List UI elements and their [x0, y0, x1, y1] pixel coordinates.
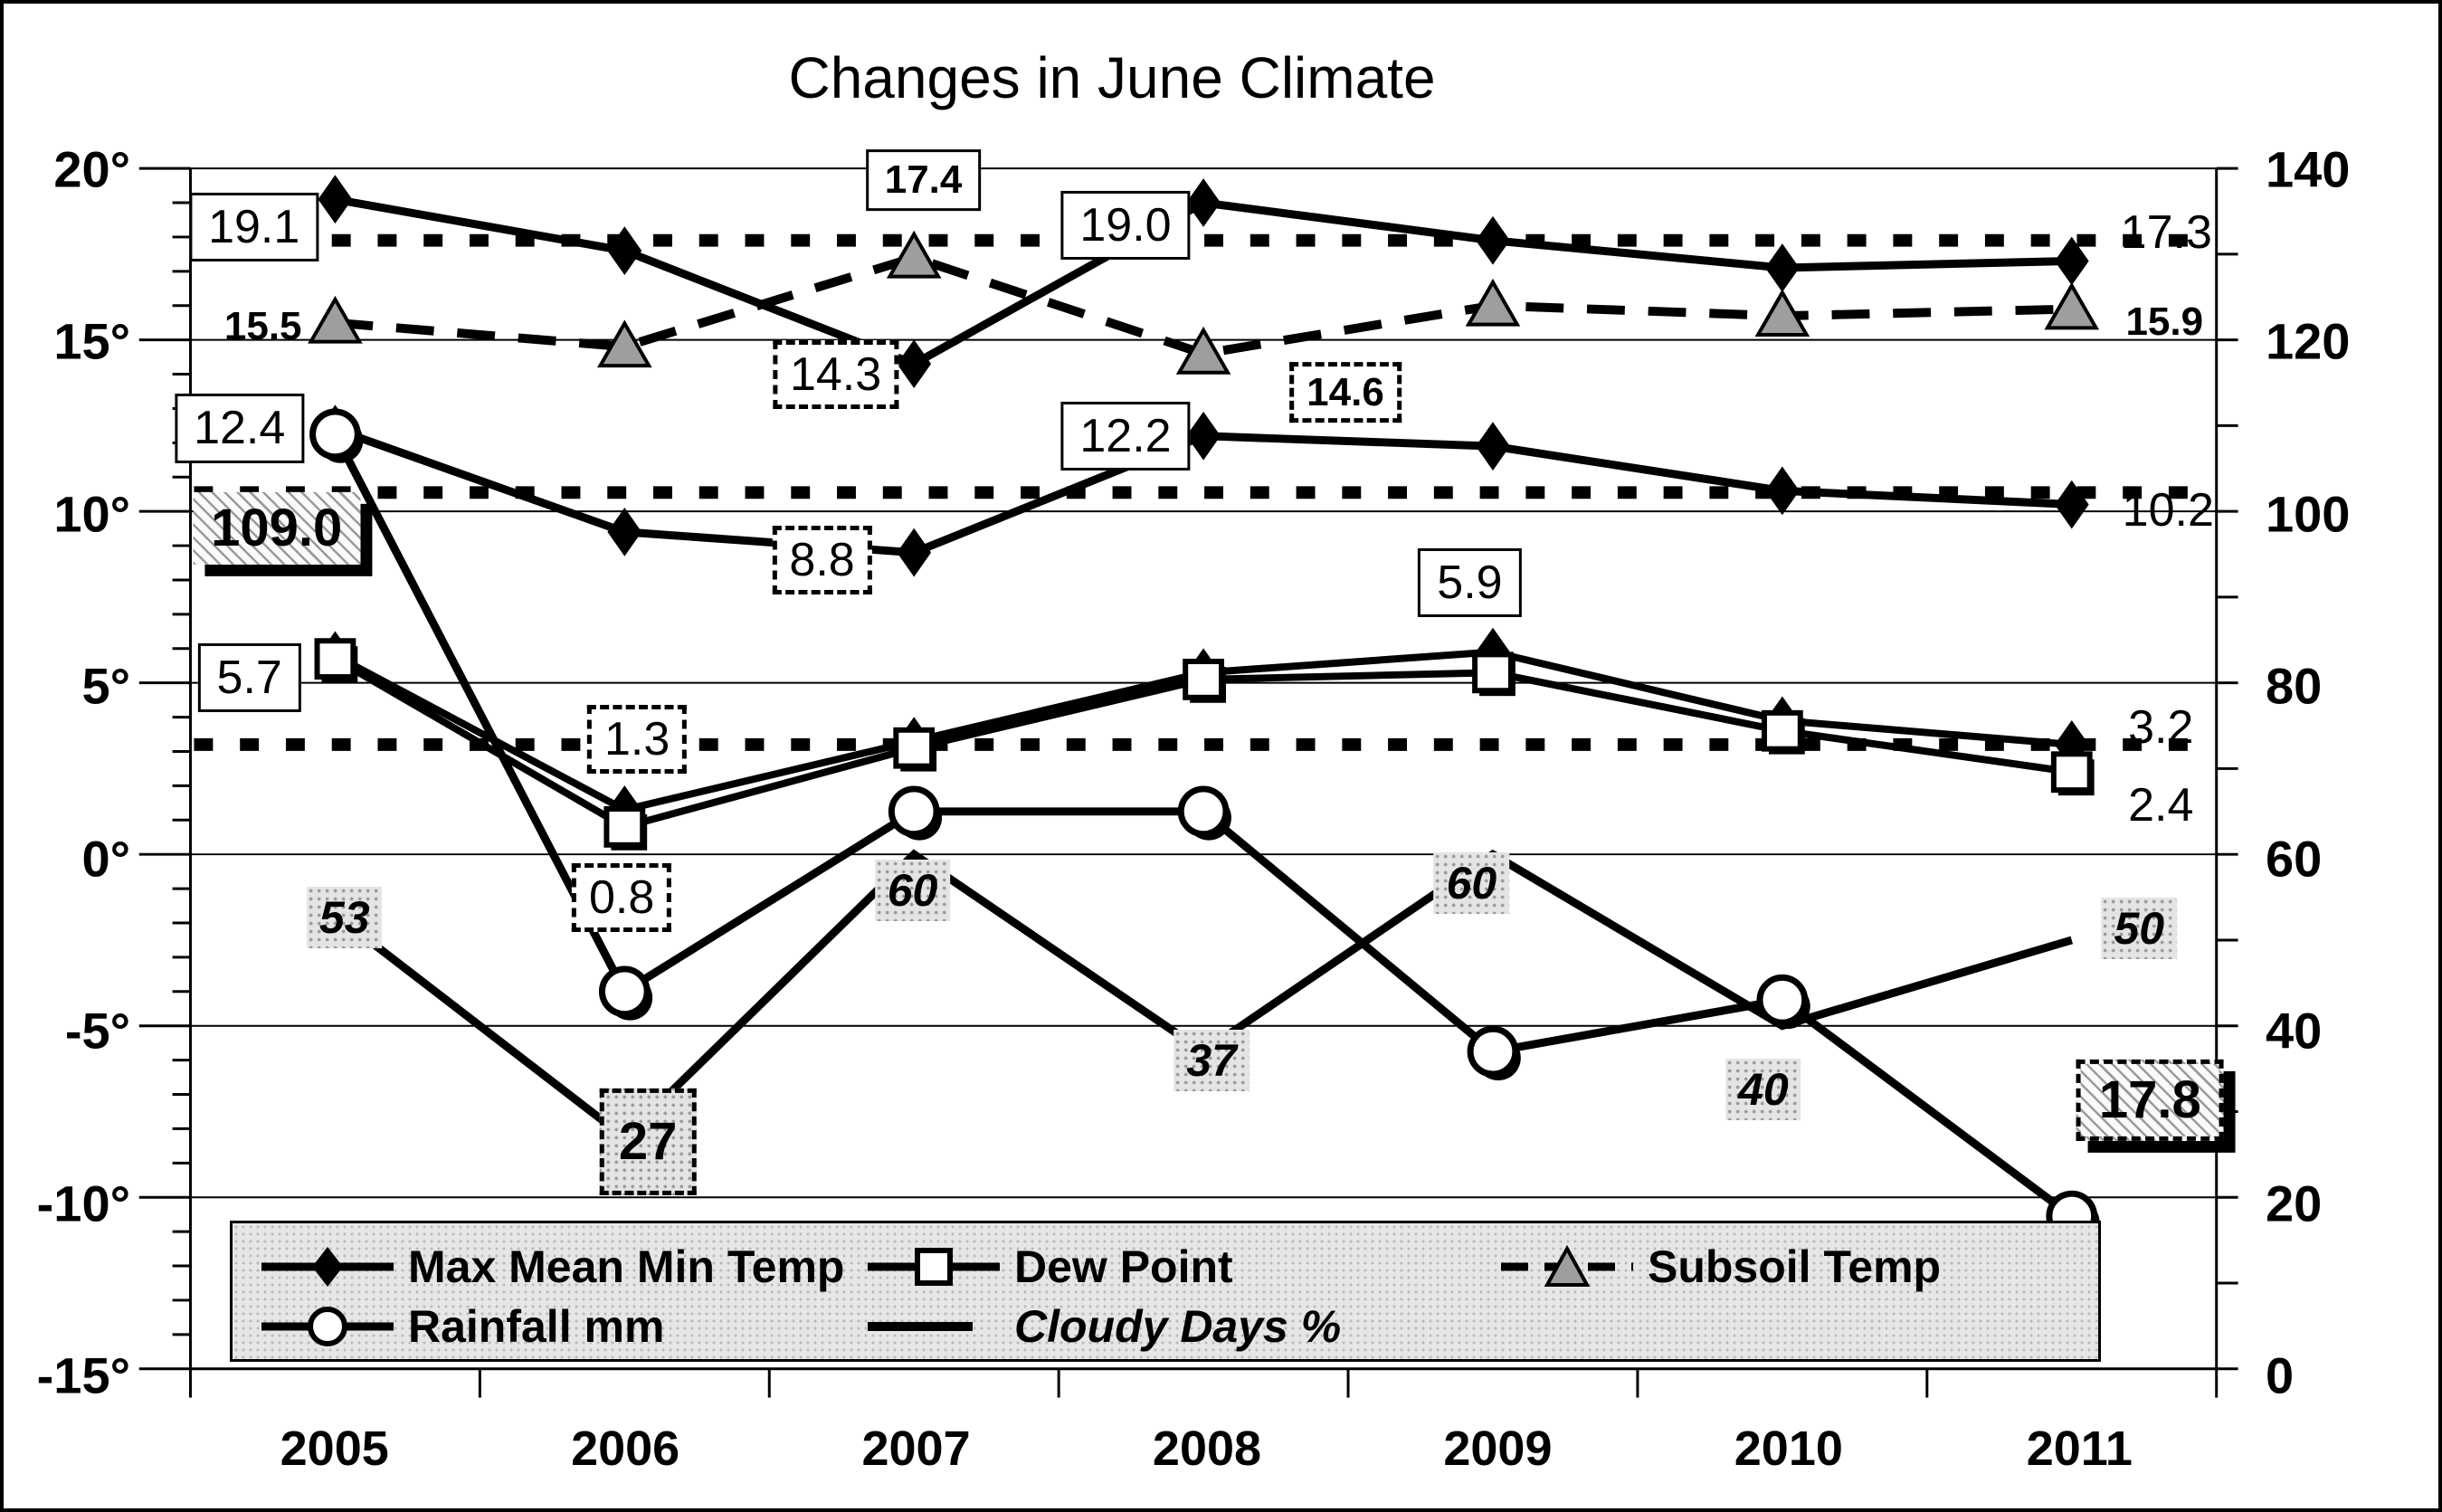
circle-line-icon	[261, 1307, 394, 1346]
legend-item-subsoil-temp: Subsoil Temp	[1499, 1241, 1941, 1292]
legend-label: Dew Point	[1014, 1241, 1233, 1292]
data-label-dew-2011: 2.4	[2128, 779, 2194, 832]
series-markers-max	[318, 175, 2089, 389]
legend: Max Mean Min Temp Dew Point Subsoil Temp…	[230, 1221, 2101, 1362]
data-label-min-2006: 1.3	[586, 705, 688, 775]
square-line-icon	[868, 1248, 1000, 1286]
x-axis-tick: 2010	[1734, 1422, 1843, 1476]
legend-item-cloudy-days: Cloudy Days %	[866, 1301, 1341, 1352]
x-axis-tick: 2008	[1152, 1422, 1262, 1476]
data-label-rain-2005: 109.0	[193, 492, 361, 566]
right-axis-tick: 140	[2266, 140, 2351, 198]
data-label-cloudy-2005: 53	[306, 887, 383, 949]
left-axis-tick: -15°	[36, 1346, 130, 1404]
data-label-cloudy-2009: 60	[1433, 851, 1510, 914]
data-label-cloudy-2007: 60	[874, 859, 951, 921]
right-axis-tick: 0	[2266, 1346, 2295, 1404]
x-axis-tick: 2007	[861, 1422, 971, 1476]
left-axis-tick: 5°	[81, 657, 130, 715]
series-markers-dew	[314, 638, 2095, 851]
data-label-min-2009: 5.9	[1418, 547, 1522, 618]
x-axis-tick: 2011	[2026, 1422, 2133, 1476]
data-label-cloudy-2008: 37	[1173, 1029, 1250, 1091]
right-axis-tick: 40	[2266, 1002, 2323, 1060]
data-label-dew-2005: 5.7	[197, 642, 301, 712]
x-axis-tick: 2006	[571, 1422, 680, 1476]
reference-lines	[194, 233, 2209, 751]
data-label-subsoil-2005: 15.5	[223, 304, 302, 349]
right-axis-tick: 120	[2266, 312, 2351, 370]
data-label-mean-2007: 8.8	[772, 525, 872, 594]
legend-label: Max Mean Min Temp	[408, 1241, 845, 1292]
triangle-dashed-line-icon	[1501, 1245, 1633, 1287]
data-label-mean-2008: 12.2	[1060, 402, 1191, 471]
data-label-dew-2006: 0.8	[571, 863, 672, 933]
left-axis-tick: -5°	[64, 1002, 130, 1060]
left-axis-tick: -10°	[36, 1174, 130, 1232]
series-markers-rain	[309, 408, 2100, 1245]
data-label-max-2011: 17.3	[2120, 205, 2212, 259]
data-label-max-2008: 19.0	[1060, 191, 1191, 261]
axes	[172, 166, 2238, 1398]
chart-title: Changes in June Climate	[788, 45, 1436, 110]
data-label-max-2005: 19.1	[189, 193, 319, 262]
legend-item-max-mean-min-temp: Max Mean Min Temp	[260, 1241, 844, 1292]
data-label-max-2007: 14.3	[772, 340, 899, 410]
data-label-mean-2005: 12.4	[175, 394, 305, 463]
diamond-line-icon	[261, 1247, 394, 1287]
legend-label: Subsoil Temp	[1648, 1241, 1942, 1292]
data-label-cloudy-2010: 40	[1725, 1059, 1801, 1121]
left-axis-tick: 0°	[81, 830, 130, 888]
data-label-min-2011: 3.2	[2128, 700, 2194, 754]
right-axis-tick: 60	[2266, 830, 2323, 888]
x-axis-tick: 2009	[1443, 1422, 1553, 1476]
data-label-cloudy-2011: 50	[2101, 897, 2178, 959]
x-axis-tick: 2005	[280, 1422, 389, 1476]
plot-area	[138, 166, 2238, 1398]
data-label-subsoil-2007: 17.4	[865, 149, 982, 211]
legend-item-dew-point: Dew Point	[866, 1241, 1233, 1292]
right-axis-tick: 100	[2266, 485, 2351, 543]
left-axis-tick: 10°	[53, 485, 130, 543]
left-axis-tick: 15°	[53, 312, 130, 370]
legend-label: Cloudy Days %	[1014, 1301, 1342, 1352]
left-axis-tick: 20°	[53, 140, 130, 198]
data-label-rain-2011: 17.8	[2076, 1059, 2224, 1141]
right-axis-tick: 80	[2266, 657, 2323, 715]
legend-label: Rainfall mm	[408, 1301, 665, 1352]
data-label-mean-2011: 10.2	[2122, 484, 2214, 537]
data-label-subsoil-2008: 14.6	[1289, 361, 1402, 423]
plain-line-icon	[868, 1322, 973, 1331]
data-label-subsoil-2011: 15.9	[2125, 300, 2204, 345]
legend-item-rainfall: Rainfall mm	[260, 1301, 664, 1352]
series-markers-subsoil	[308, 230, 2100, 375]
right-axis-tick: 20	[2266, 1174, 2323, 1232]
data-label-cloudy-2006: 27	[599, 1088, 697, 1196]
